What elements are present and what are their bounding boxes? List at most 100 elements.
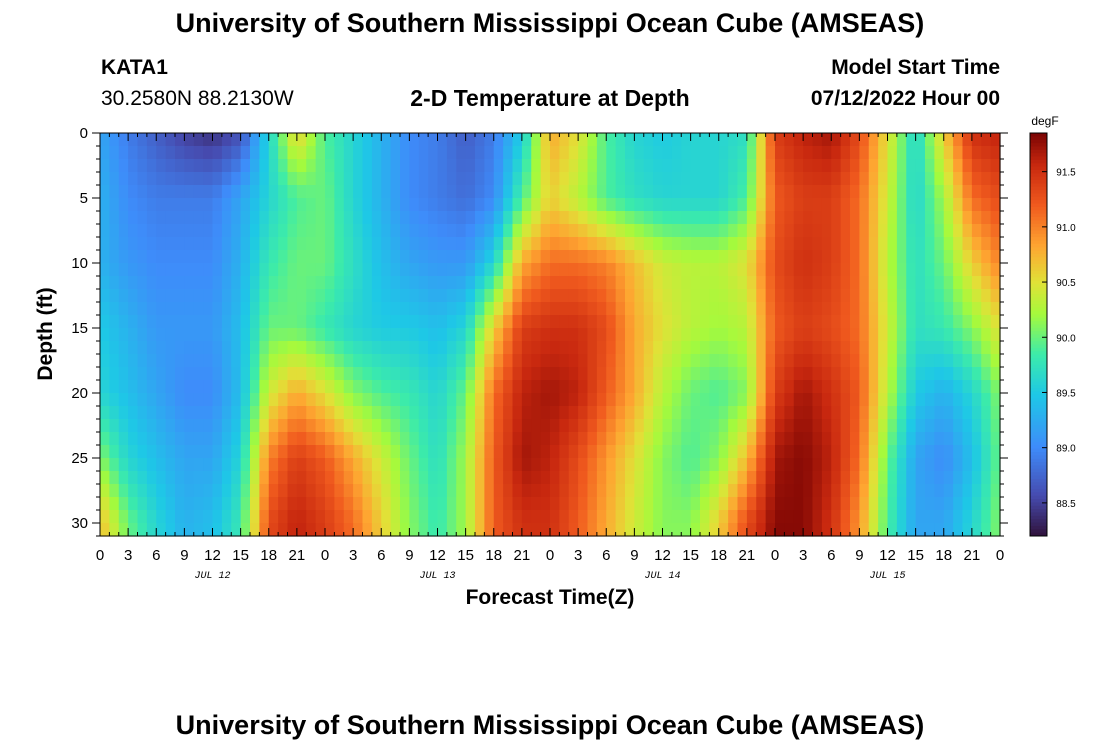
heatmap-cell bbox=[221, 302, 232, 316]
heatmap-cell bbox=[821, 445, 832, 459]
x-tick-label: 0 bbox=[771, 547, 779, 564]
heatmap-cell bbox=[625, 237, 635, 251]
heatmap-cell bbox=[906, 458, 917, 472]
heatmap-cell bbox=[943, 510, 954, 524]
heatmap-cell bbox=[812, 458, 823, 472]
heatmap-cell bbox=[765, 445, 776, 459]
heatmap-cell bbox=[906, 497, 917, 511]
heatmap-cell bbox=[418, 380, 429, 394]
heatmap-cell bbox=[915, 146, 926, 160]
heatmap-cell bbox=[578, 211, 589, 225]
heatmap-cell bbox=[250, 406, 260, 420]
heatmap-cell bbox=[831, 523, 842, 537]
heatmap-cell bbox=[128, 341, 139, 355]
heatmap-cell bbox=[240, 471, 251, 485]
heatmap-cell bbox=[428, 432, 439, 446]
heatmap-cell bbox=[146, 250, 157, 264]
heatmap-cell bbox=[615, 432, 626, 446]
heatmap-cell bbox=[521, 510, 532, 524]
heatmap-cell bbox=[259, 341, 270, 355]
heatmap-cell bbox=[850, 484, 860, 498]
heatmap-cell bbox=[203, 380, 214, 394]
heatmap-cell bbox=[296, 159, 307, 173]
heatmap-cell bbox=[287, 341, 298, 355]
heatmap-cell bbox=[850, 237, 860, 251]
heatmap-cell bbox=[446, 224, 457, 238]
heatmap-cell bbox=[221, 380, 232, 394]
heatmap-cell bbox=[418, 289, 429, 303]
heatmap-cell bbox=[381, 341, 392, 355]
heatmap-cell bbox=[681, 328, 692, 342]
heatmap-cell bbox=[728, 198, 739, 212]
heatmap-cell bbox=[756, 159, 767, 173]
colorbar-frame bbox=[1029, 132, 1048, 537]
heatmap-cell bbox=[671, 276, 682, 290]
heatmap-cell bbox=[259, 380, 270, 394]
heatmap-cell bbox=[596, 159, 607, 173]
colorbar-segment bbox=[1030, 525, 1047, 530]
heatmap-cell bbox=[428, 250, 439, 264]
heatmap-cell bbox=[418, 133, 429, 147]
heatmap-cell bbox=[221, 289, 232, 303]
heatmap-cell bbox=[512, 198, 523, 212]
heatmap-cell bbox=[821, 211, 832, 225]
heatmap-cell bbox=[475, 211, 485, 225]
heatmap-cell bbox=[737, 172, 748, 186]
heatmap-cell bbox=[184, 406, 195, 420]
heatmap-cell bbox=[184, 315, 195, 329]
heatmap-cell bbox=[118, 237, 129, 251]
heatmap-cell bbox=[193, 289, 204, 303]
heatmap-cell bbox=[859, 133, 870, 147]
heatmap-cell bbox=[671, 393, 682, 407]
heatmap-cell bbox=[587, 354, 598, 368]
heatmap-cell bbox=[625, 276, 635, 290]
heatmap-cell bbox=[662, 315, 673, 329]
heatmap-cell bbox=[718, 198, 729, 212]
heatmap-cell bbox=[990, 185, 1001, 199]
heatmap-cell bbox=[859, 315, 870, 329]
heatmap-cell bbox=[221, 185, 232, 199]
heatmap-cell bbox=[634, 263, 645, 277]
heatmap-cell bbox=[934, 445, 945, 459]
heatmap-cell bbox=[400, 458, 410, 472]
heatmap-cell bbox=[765, 497, 776, 511]
heatmap-cell bbox=[503, 315, 514, 329]
heatmap-cell bbox=[606, 341, 617, 355]
heatmap-cell bbox=[484, 237, 495, 251]
heatmap-cell bbox=[503, 367, 514, 381]
heatmap-cell bbox=[587, 263, 598, 277]
heatmap-cell bbox=[559, 224, 570, 238]
heatmap-cell bbox=[587, 237, 598, 251]
x-tick-label: 6 bbox=[377, 547, 385, 564]
heatmap-cell bbox=[559, 445, 570, 459]
heatmap-cell bbox=[268, 367, 279, 381]
heatmap-cell bbox=[803, 289, 814, 303]
heatmap-cell bbox=[718, 224, 729, 238]
heatmap-cell bbox=[315, 458, 326, 472]
heatmap-cell bbox=[221, 484, 232, 498]
heatmap-cell bbox=[221, 328, 232, 342]
heatmap-cell bbox=[868, 133, 879, 147]
colorbar-segment bbox=[1030, 364, 1047, 369]
heatmap-cell bbox=[878, 276, 889, 290]
heatmap-cell bbox=[400, 354, 410, 368]
heatmap-cell bbox=[812, 406, 823, 420]
heatmap-cell bbox=[746, 250, 757, 264]
heatmap-cell bbox=[550, 406, 560, 420]
heatmap-cell bbox=[325, 497, 335, 511]
heatmap-cell bbox=[343, 445, 354, 459]
heatmap-cell bbox=[662, 406, 673, 420]
heatmap-cell bbox=[943, 263, 954, 277]
heatmap-cell bbox=[390, 419, 401, 433]
heatmap-cell bbox=[240, 211, 251, 225]
heatmap-cell bbox=[193, 471, 204, 485]
heatmap-cell bbox=[259, 211, 270, 225]
heatmap-cell bbox=[409, 471, 420, 485]
heatmap-cell bbox=[353, 354, 364, 368]
plot-title: 2-D Temperature at Depth bbox=[410, 85, 690, 111]
heatmap-cell bbox=[634, 289, 645, 303]
heatmap-cell bbox=[193, 237, 204, 251]
heatmap-cell bbox=[306, 432, 317, 446]
heatmap-cell bbox=[259, 263, 270, 277]
